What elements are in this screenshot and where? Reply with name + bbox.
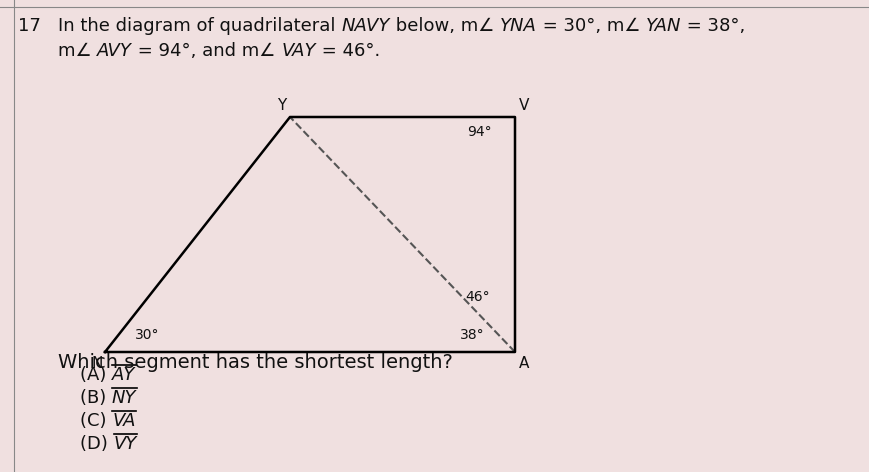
Text: = 30°, m∠: = 30°, m∠ <box>537 17 646 35</box>
Text: NAVY: NAVY <box>342 17 389 35</box>
Text: VY: VY <box>114 435 137 453</box>
Text: YAN: YAN <box>646 17 681 35</box>
Text: = 38°,: = 38°, <box>681 17 746 35</box>
Text: NY: NY <box>112 389 136 407</box>
Text: 38°: 38° <box>460 328 485 342</box>
Text: (C): (C) <box>80 412 112 430</box>
Text: In the diagram of quadrilateral: In the diagram of quadrilateral <box>58 17 342 35</box>
Text: (B): (B) <box>80 389 112 407</box>
Text: Y: Y <box>276 98 286 113</box>
Text: A: A <box>519 356 529 371</box>
Text: Which segment has the shortest length?: Which segment has the shortest length? <box>58 353 453 372</box>
Text: VA: VA <box>112 412 136 430</box>
Text: 30°: 30° <box>135 328 160 342</box>
Text: VAY: VAY <box>282 42 315 60</box>
Text: = 94°, and m∠: = 94°, and m∠ <box>132 42 282 60</box>
Text: = 46°.: = 46°. <box>315 42 380 60</box>
Text: 17: 17 <box>18 17 41 35</box>
Text: AVY: AVY <box>97 42 132 60</box>
Text: (A): (A) <box>80 366 112 384</box>
Text: 94°: 94° <box>467 125 492 139</box>
Text: below, m∠: below, m∠ <box>389 17 500 35</box>
Text: m∠: m∠ <box>58 42 97 60</box>
Text: 46°: 46° <box>465 290 489 304</box>
Text: AY: AY <box>112 366 136 384</box>
Text: N: N <box>91 356 103 371</box>
Text: (D): (D) <box>80 435 114 453</box>
Text: YNA: YNA <box>500 17 537 35</box>
Text: V: V <box>519 98 529 113</box>
